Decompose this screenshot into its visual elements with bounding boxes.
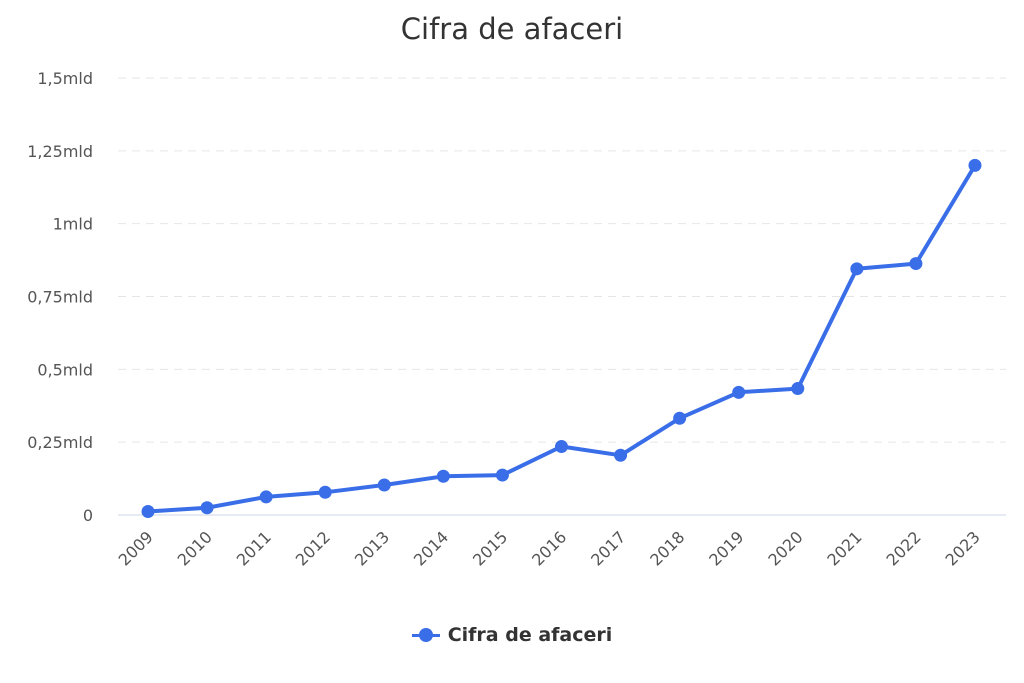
data-point[interactable] — [200, 501, 214, 515]
x-tick-label: 2011 — [233, 527, 275, 569]
data-point[interactable] — [554, 440, 568, 454]
x-tick-label: 2018 — [646, 527, 688, 569]
data-point[interactable] — [614, 448, 628, 462]
y-tick-label: 1,25mld — [27, 142, 93, 161]
chart-title: Cifra de afaceri — [400, 12, 624, 46]
x-tick-label: 2020 — [764, 527, 806, 569]
data-point[interactable] — [791, 382, 805, 396]
legend-symbol — [411, 628, 440, 642]
y-tick-label: 0,25mld — [27, 433, 93, 452]
y-tick-label: 0,5mld — [37, 360, 93, 379]
y-tick-label: 0,75mld — [27, 288, 93, 307]
x-tick-label: 2014 — [410, 527, 452, 569]
x-tick-label: 2012 — [292, 527, 334, 569]
x-tick-label: 2016 — [528, 527, 570, 569]
data-point[interactable] — [495, 468, 509, 482]
x-axis-ticks: 2009 2010 2011 2012 2013 2014 2015 2016 2017 2018… — [115, 527, 984, 569]
data-point[interactable] — [141, 505, 155, 519]
x-tick-label: 2009 — [115, 527, 157, 569]
grid-lines — [118, 77, 1006, 443]
legend: Cifra de afaceri — [0, 624, 1024, 646]
series-line — [146, 163, 977, 514]
legend-label: Cifra de afaceri — [447, 624, 613, 646]
data-point[interactable] — [436, 469, 450, 483]
x-tick-label: 2017 — [587, 527, 629, 569]
x-tick-label: 2022 — [883, 527, 925, 569]
x-tick-label: 2023 — [942, 527, 984, 569]
data-point[interactable] — [732, 385, 746, 399]
data-point[interactable] — [377, 478, 391, 492]
x-tick-label: 2021 — [823, 527, 865, 569]
y-tick-label: 1,5mld — [37, 69, 93, 88]
data-point[interactable] — [318, 485, 332, 499]
x-tick-label: 2013 — [351, 527, 393, 569]
y-tick-label: 0 — [83, 506, 93, 525]
x-tick-label: 2010 — [174, 527, 216, 569]
data-point[interactable] — [850, 262, 864, 276]
legend-item[interactable]: Cifra de afaceri — [411, 624, 613, 646]
y-axis-ticks: 0 0,25mld 0,5mld 0,75mld 1mld 1,25mld 1,5mld — [27, 69, 93, 525]
x-tick-label: 2019 — [705, 527, 747, 569]
y-tick-label: 1mld — [53, 215, 93, 234]
data-point[interactable] — [909, 257, 923, 271]
data-point[interactable] — [259, 490, 273, 504]
series-points — [141, 158, 982, 519]
data-point[interactable] — [968, 158, 982, 172]
x-tick-label: 2015 — [469, 527, 511, 569]
data-point[interactable] — [673, 411, 687, 425]
